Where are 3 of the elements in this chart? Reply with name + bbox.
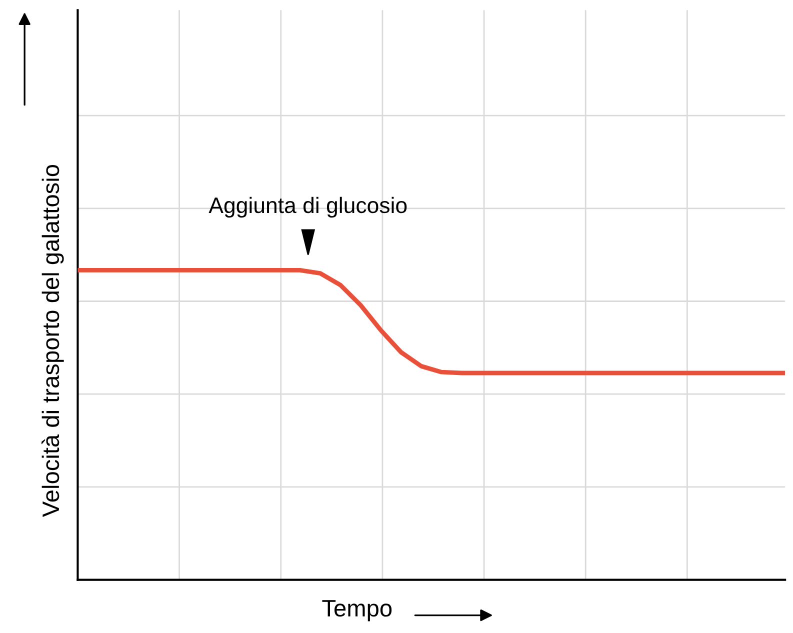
text: Aggiunta di glucosio — [208, 196, 407, 218]
x-axis-title: Tempo — [322, 600, 392, 622]
y-axis-title: Velocità di trasporto del galattosio — [42, 164, 64, 517]
